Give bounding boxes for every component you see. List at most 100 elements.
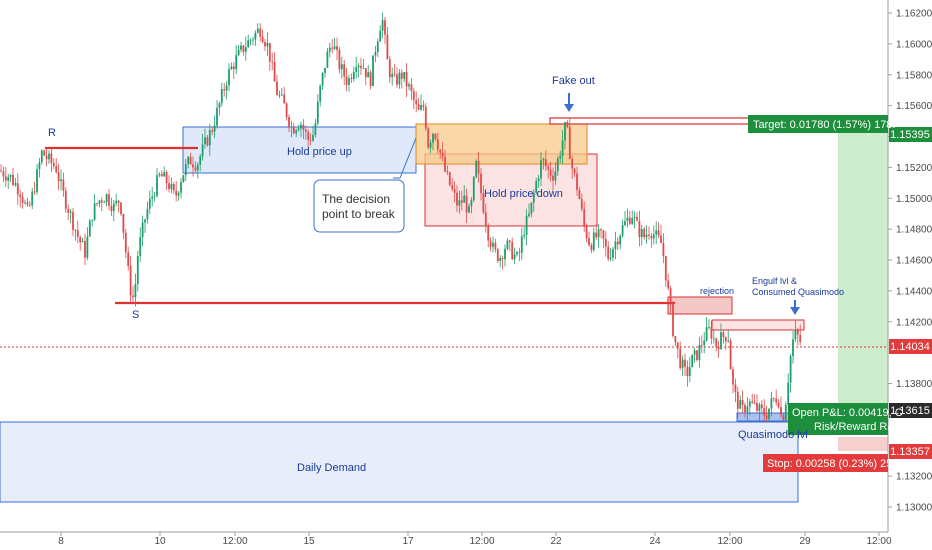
candle-body xyxy=(408,84,410,87)
candle-body xyxy=(602,230,605,239)
candle-body xyxy=(444,156,446,172)
candle-body xyxy=(64,190,67,209)
candle-body xyxy=(292,126,295,134)
candle-body xyxy=(748,401,751,407)
candle-body xyxy=(446,171,449,173)
candle-body xyxy=(345,76,348,85)
entry-price-text: 1.13615 xyxy=(890,405,930,417)
candle-body xyxy=(117,200,120,203)
candle-body xyxy=(264,42,266,47)
candle-body xyxy=(609,257,612,259)
candle-body xyxy=(789,356,792,383)
candle-body xyxy=(7,176,10,181)
candle-body xyxy=(686,366,689,377)
candle-body xyxy=(232,66,235,70)
candle-body xyxy=(691,354,694,368)
candle-body xyxy=(74,229,77,231)
candle-body xyxy=(247,40,250,48)
daily-demand-label: Daily Demand xyxy=(297,462,366,474)
candle-body xyxy=(256,28,259,33)
candle-body xyxy=(792,339,794,357)
candle-body xyxy=(655,230,658,235)
x-tick-label: 12:00 xyxy=(222,536,247,547)
candle-body xyxy=(693,350,696,355)
x-tick-label: 10 xyxy=(154,536,166,547)
candle-body xyxy=(350,78,353,79)
candle-body xyxy=(146,208,149,220)
candle-body xyxy=(758,404,761,411)
candle-body xyxy=(112,203,115,212)
candle-body xyxy=(316,101,319,124)
candle-body xyxy=(91,219,94,221)
candle-body xyxy=(494,242,497,250)
target-label: Target: 0.01780 (1.57%) 178. xyxy=(753,119,895,131)
candle-body xyxy=(4,176,7,181)
candle-body xyxy=(153,195,156,197)
candle-body xyxy=(753,402,756,404)
candle-body xyxy=(657,230,660,236)
y-tick-label: 1.14800 xyxy=(896,225,932,236)
profit-zone xyxy=(838,133,888,403)
y-tick-label: 1.14600 xyxy=(896,256,932,267)
candle-body xyxy=(182,175,185,183)
candle-body xyxy=(796,330,799,335)
candle-body xyxy=(410,84,413,92)
candle-body xyxy=(496,249,499,262)
candle-body xyxy=(333,46,336,49)
stop-price-text: 1.13357 xyxy=(890,446,930,458)
stop-price-badge xyxy=(889,444,932,459)
candle-body xyxy=(475,160,478,178)
candle-body xyxy=(448,172,451,186)
candle-body xyxy=(580,199,583,209)
candle-body xyxy=(590,245,593,251)
s-label: S xyxy=(132,309,139,321)
x-tick-label: 24 xyxy=(649,536,661,547)
candle-body xyxy=(201,144,204,157)
y-tick-label: 1.15000 xyxy=(896,194,932,205)
candle-body xyxy=(787,382,790,405)
candle-body xyxy=(96,203,98,205)
candle-body xyxy=(724,337,727,342)
candle-body xyxy=(139,237,142,256)
candle-body xyxy=(439,149,442,153)
candle-body xyxy=(62,179,65,191)
candle-body xyxy=(736,391,739,409)
candle-body xyxy=(240,45,242,50)
candle-body xyxy=(48,153,50,160)
candle-body xyxy=(700,344,703,346)
candle-body xyxy=(547,166,550,170)
candle-body xyxy=(379,30,382,42)
candle-body xyxy=(343,64,346,77)
candle-body xyxy=(160,173,163,177)
candle-body xyxy=(712,338,715,340)
candle-body xyxy=(151,196,154,199)
candle-body xyxy=(396,74,398,85)
candle-body xyxy=(516,252,518,255)
candle-body xyxy=(319,85,322,102)
candle-body xyxy=(9,175,12,177)
candle-body xyxy=(381,20,384,31)
candle-body xyxy=(412,91,415,101)
candle-body xyxy=(249,39,252,41)
x-tick-label: 15 xyxy=(303,536,315,547)
candle-body xyxy=(79,236,82,243)
candle-body xyxy=(542,159,545,161)
candle-body xyxy=(424,106,427,129)
candle-body xyxy=(561,140,564,157)
candle-body xyxy=(21,196,24,203)
candle-body xyxy=(76,230,79,237)
x-tick-label: 12:00 xyxy=(717,536,742,547)
candle-body xyxy=(252,39,254,41)
candle-body xyxy=(427,128,430,148)
candle-body xyxy=(16,183,19,195)
candle-body xyxy=(199,156,202,165)
target-price-text: 1.15395 xyxy=(890,129,930,141)
candle-body xyxy=(307,131,310,140)
candle-body xyxy=(141,222,144,238)
candle-body xyxy=(523,234,526,237)
y-tick-label: 1.16200 xyxy=(896,9,932,20)
candle-body xyxy=(304,129,307,132)
candle-body xyxy=(638,220,641,238)
